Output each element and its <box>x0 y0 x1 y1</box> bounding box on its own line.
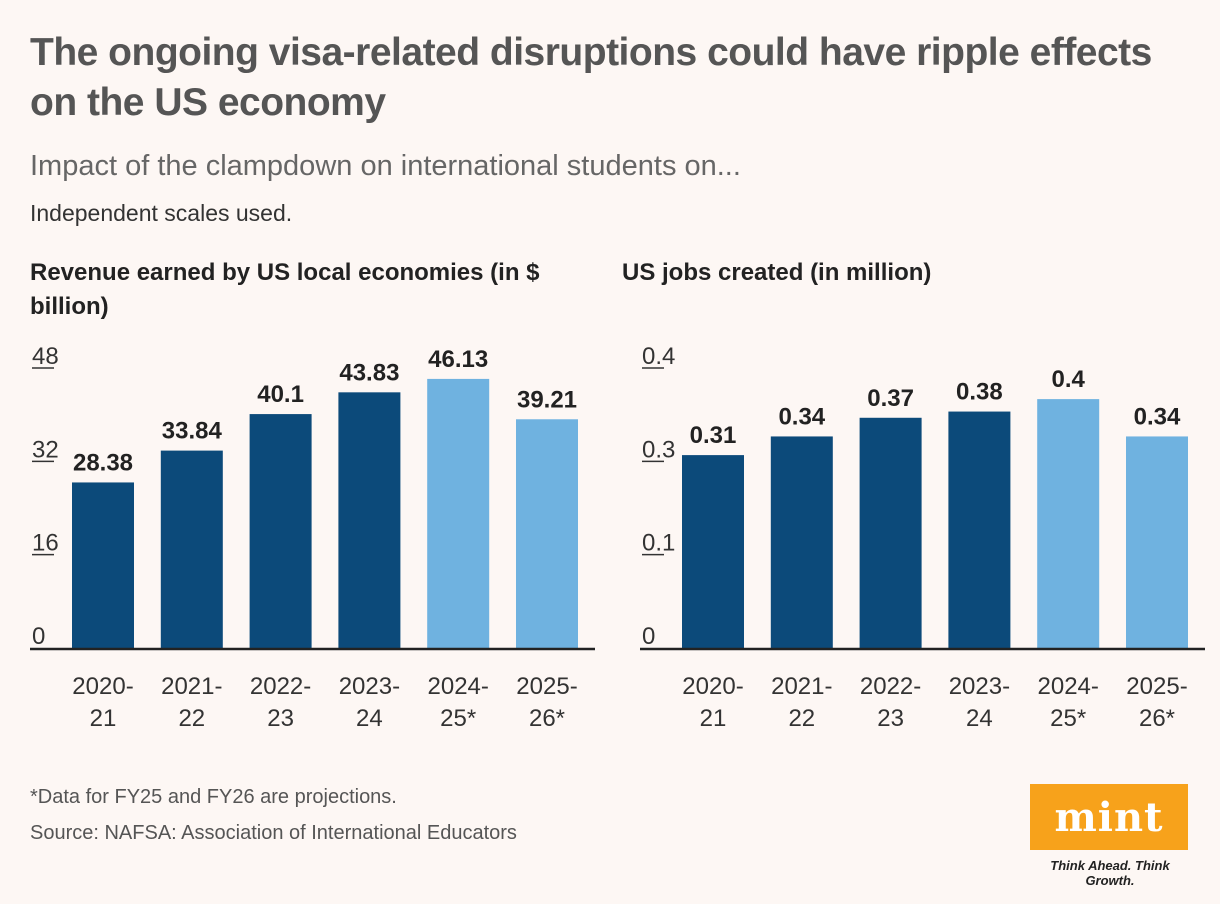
jobs-category-label: 26* <box>1139 705 1175 732</box>
jobs-bar <box>1126 436 1188 648</box>
revenue-category-label: 2025- <box>516 673 577 700</box>
jobs-category-label: 25* <box>1050 705 1086 732</box>
page-title: The ongoing visa-related disruptions cou… <box>30 31 1152 124</box>
revenue-bar <box>72 482 134 648</box>
revenue-ytick-label: 16 <box>32 530 59 557</box>
jobs-category-label: 21 <box>700 705 727 732</box>
jobs-bar <box>859 417 922 648</box>
jobs-bar <box>770 436 833 648</box>
revenue-category-label: 2023- <box>339 673 400 700</box>
jobs-category-label: 2023- <box>949 673 1010 700</box>
revenue-value-label: 43.83 <box>339 359 399 386</box>
revenue-bar <box>338 392 401 648</box>
jobs-category-label: 23 <box>877 705 904 732</box>
revenue-category-label: 2024- <box>428 673 489 700</box>
revenue-bar <box>160 450 223 648</box>
revenue-chart-title: Revenue earned by US local economies (in… <box>30 259 540 320</box>
jobs-category-label: 2024- <box>1038 673 1099 700</box>
jobs-bar <box>682 455 744 648</box>
jobs-category-label: 2022- <box>860 673 921 700</box>
jobs-ytick-label: 0 <box>642 623 655 650</box>
jobs-value-label: 0.34 <box>778 403 825 430</box>
jobs-category-label: 24 <box>966 705 993 732</box>
jobs-category-label: 2021- <box>771 673 832 700</box>
source-note: Source: NAFSA: Association of Internatio… <box>30 822 517 844</box>
revenue-bar <box>516 419 578 648</box>
jobs-value-label: 0.31 <box>690 422 737 449</box>
revenue-category-label: 2020- <box>72 673 133 700</box>
jobs-value-label: 0.4 <box>1052 366 1086 393</box>
revenue-category-label: 2022- <box>250 673 311 700</box>
revenue-ytick-label: 48 <box>32 343 59 370</box>
revenue-category-label: 24 <box>356 705 383 732</box>
revenue-value-label: 46.13 <box>428 346 488 373</box>
revenue-value-label: 33.84 <box>162 418 223 445</box>
jobs-ytick-label: 0.3 <box>642 436 675 463</box>
logo-tagline: Think Ahead. Think Growth. <box>1050 858 1170 888</box>
revenue-bar <box>427 378 490 648</box>
revenue-value-label: 40.1 <box>257 381 304 408</box>
revenue-category-label: 21 <box>90 705 117 732</box>
revenue-chart: 0 16 32 48 28.38 2020- 21 33.84 2021- 22 40.1 2022-… <box>30 343 595 732</box>
revenue-ytick-label: 32 <box>32 436 59 463</box>
jobs-bar <box>948 411 1011 648</box>
revenue-category-label: 23 <box>267 705 294 732</box>
revenue-value-label: 28.38 <box>73 449 133 476</box>
jobs-value-label: 0.34 <box>1134 403 1181 430</box>
logo-text: mint <box>1054 793 1164 841</box>
revenue-category-label: 25* <box>440 705 476 732</box>
page-subtitle: Impact of the clampdown on international… <box>30 150 741 182</box>
revenue-bar <box>249 414 312 648</box>
jobs-category-label: 2025- <box>1126 673 1187 700</box>
revenue-category-label: 22 <box>178 705 205 732</box>
jobs-category-label: 2020- <box>682 673 743 700</box>
jobs-value-label: 0.37 <box>867 385 914 412</box>
jobs-chart: 0 0.1 0.3 0.4 0.31 2020- 21 0.34 2021- 22 0.37 2022… <box>640 343 1205 732</box>
jobs-bar <box>1037 399 1100 648</box>
scale-note: Independent scales used. <box>30 200 293 226</box>
mint-logo: mint <box>1030 784 1188 850</box>
jobs-value-label: 0.38 <box>956 379 1003 406</box>
projection-footnote: *Data for FY25 and FY26 are projections. <box>30 786 397 808</box>
revenue-category-label: 26* <box>529 705 565 732</box>
jobs-ytick-label: 0.4 <box>642 343 675 370</box>
jobs-chart-title: US jobs created (in million) <box>622 259 932 286</box>
revenue-category-label: 2021- <box>161 673 222 700</box>
revenue-ytick-label: 0 <box>32 623 45 650</box>
jobs-category-label: 22 <box>788 705 815 732</box>
revenue-value-label: 39.21 <box>517 386 577 413</box>
jobs-ytick-label: 0.1 <box>642 530 675 557</box>
